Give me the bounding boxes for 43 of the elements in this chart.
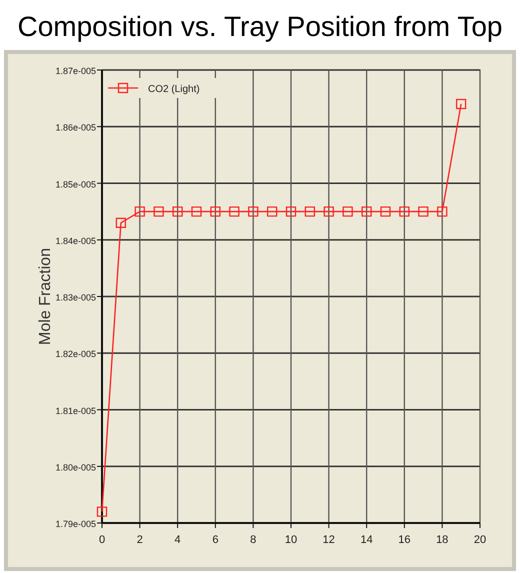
x-tick-label: 10: [284, 534, 298, 546]
x-tick-label: 4: [174, 534, 181, 546]
y-tick-label: 1.82e-005: [55, 349, 96, 360]
point: [324, 206, 334, 217]
y-tick-label: 1.86e-005: [55, 122, 96, 133]
point: [342, 206, 353, 217]
point: [418, 206, 428, 217]
point: [380, 206, 391, 217]
y-tick-label: 1.79e-005: [55, 519, 96, 529]
point: [116, 218, 126, 228]
x-tick-label: 20: [474, 534, 486, 546]
x-tick-label: 8: [250, 534, 256, 546]
legend-label: CO2 (Light): [148, 84, 200, 95]
y-tick-label: 1.81e-005: [55, 406, 96, 416]
point: [96, 506, 108, 517]
x-tick-label: 0: [98, 534, 106, 546]
chart-title: Composition vs. Tray Position from Top: [17, 11, 503, 42]
point: [210, 206, 220, 217]
point: [267, 206, 278, 217]
point: [229, 206, 240, 217]
point: [304, 206, 315, 217]
point: [248, 206, 258, 217]
point: [456, 98, 466, 110]
point: [286, 206, 296, 217]
x-tick-label: 16: [398, 534, 411, 546]
y-tick-label: 1.80e-005: [55, 462, 96, 472]
y-tick-label: 1.85e-005: [55, 179, 96, 190]
x-tick-label: 18: [436, 534, 448, 546]
x-tick-label: 14: [360, 534, 373, 546]
point: [191, 206, 202, 217]
point: [172, 206, 183, 217]
point: [134, 206, 145, 217]
y-tick-label: 1.83e-005: [55, 292, 96, 302]
point: [399, 206, 410, 217]
point: [154, 206, 164, 217]
point: [437, 206, 448, 217]
y-tick-label: 1.84e-005: [55, 236, 96, 246]
x-tick-label: 2: [136, 534, 143, 546]
x-tick-label: 6: [212, 534, 218, 546]
y-tick-label: 1.87e-005: [55, 66, 96, 76]
y-axis-title: Mole Fraction: [37, 248, 54, 345]
point: [362, 206, 372, 217]
x-tick-label: 12: [322, 534, 335, 546]
